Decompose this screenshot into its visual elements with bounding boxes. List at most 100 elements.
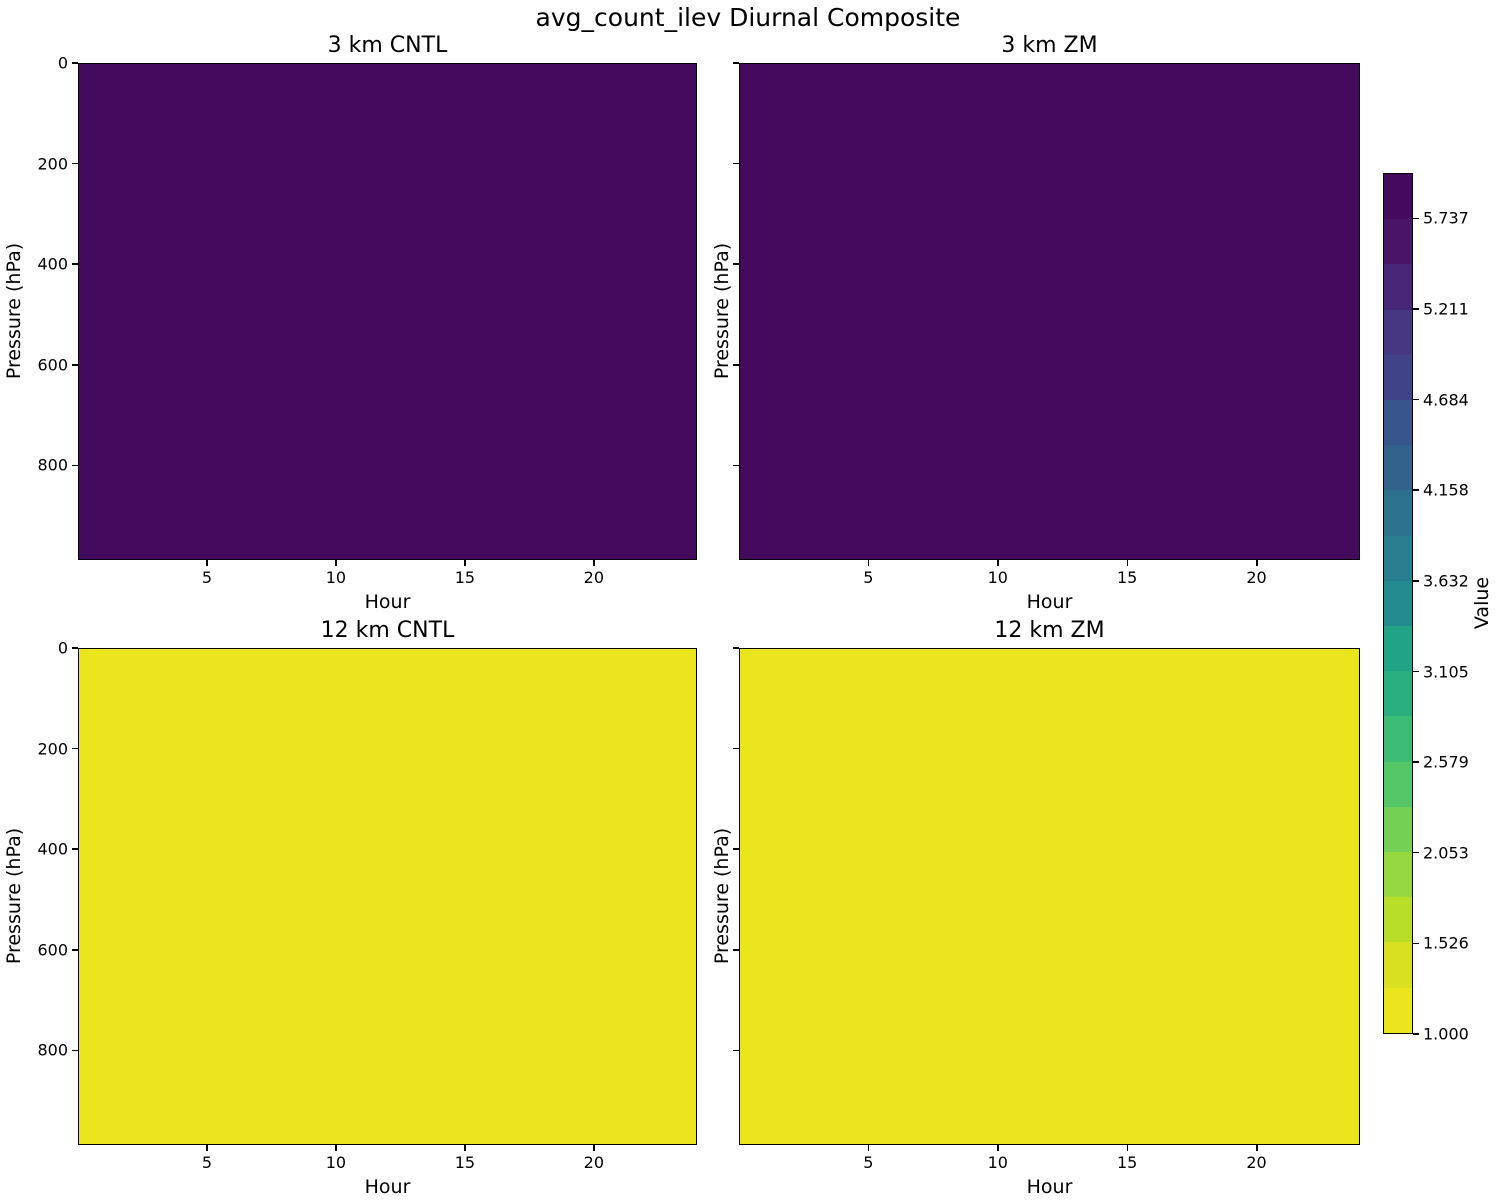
x-tick-label: 10 [987, 568, 1008, 587]
colorbar-band [1384, 219, 1412, 265]
y-tick-mark [72, 364, 78, 366]
x-axis-label-12km-cntl: Hour [364, 1176, 411, 1198]
colorbar-band [1384, 626, 1412, 672]
y-axis-label-12km-cntl: Pressure (hPa) [3, 827, 25, 965]
colorbar-band [1384, 716, 1412, 762]
colorbar-tick-mark [1413, 670, 1419, 673]
colorbar-tick-mark [1413, 761, 1419, 763]
colorbar-band [1384, 354, 1412, 401]
x-tick-mark [206, 560, 208, 566]
x-tick-label: 15 [454, 1153, 476, 1172]
y-tick-label: 600 [37, 355, 68, 375]
y-tick-mark [72, 647, 78, 649]
y-tick-mark [733, 263, 739, 265]
y-axis-label-12km-zm: Pressure (hPa) [711, 827, 733, 965]
y-tick-mark [733, 747, 739, 750]
colorbar-tick-label: 1.526 [1423, 933, 1469, 953]
colorbar-tick-label: 4.684 [1423, 390, 1469, 410]
x-tick-label: 5 [863, 1153, 874, 1172]
y-tick-label: 400 [37, 839, 68, 859]
colorbar-tick-mark [1413, 489, 1419, 491]
y-tick-mark [72, 949, 78, 951]
x-tick-mark [997, 560, 999, 566]
panel-title-12km-cntl: 12 km CNTL [320, 618, 455, 643]
y-axis-label-3km-cntl: Pressure (hPa) [3, 242, 25, 380]
x-tick-label: 10 [325, 1153, 347, 1172]
y-tick-mark [72, 62, 78, 64]
x-tick-label: 20 [583, 568, 605, 587]
x-axis-label-12km-zm: Hour [1026, 1176, 1073, 1198]
colorbar-tick-label: 2.579 [1423, 752, 1469, 772]
y-tick-mark [733, 949, 739, 951]
x-tick-label: 10 [325, 568, 347, 587]
colorbar-band [1384, 806, 1412, 853]
x-tick-mark [1126, 1145, 1129, 1151]
colorbar-tick-mark [1413, 217, 1419, 220]
x-tick-label: 15 [454, 568, 476, 587]
heatmap-3km-cntl [78, 63, 697, 560]
x-axis-label-3km-zm: Hour [1026, 591, 1073, 613]
colorbar [1383, 173, 1413, 1034]
colorbar-band [1384, 400, 1412, 446]
heatmap-3km-zm [739, 63, 1360, 560]
colorbar-band [1384, 580, 1412, 627]
colorbar-tick-mark [1413, 308, 1419, 310]
y-tick-mark [72, 1049, 78, 1052]
x-tick-label: 20 [1246, 568, 1267, 587]
colorbar-band [1384, 309, 1412, 355]
colorbar-tick-label: 3.632 [1423, 571, 1469, 591]
heatmap-12km-cntl [78, 648, 697, 1145]
colorbar-band [1384, 671, 1412, 717]
colorbar-label: Value [1471, 576, 1493, 630]
y-tick-mark [72, 263, 78, 265]
panel-title-12km-zm: 12 km ZM [994, 618, 1105, 643]
x-tick-label: 20 [583, 1153, 605, 1172]
colorbar-tick-label: 5.211 [1423, 299, 1469, 319]
panel-title-3km-cntl: 3 km CNTL [327, 33, 448, 58]
y-tick-mark [72, 162, 78, 165]
x-tick-label: 5 [863, 568, 874, 587]
colorbar-band [1384, 897, 1412, 943]
y-tick-label: 0 [57, 53, 68, 73]
colorbar-band [1384, 490, 1412, 536]
colorbar-tick-mark [1413, 851, 1419, 854]
x-tick-mark [1256, 1145, 1258, 1151]
colorbar-band [1384, 445, 1412, 491]
colorbar-band [1384, 264, 1412, 310]
colorbar-band [1384, 761, 1412, 807]
x-tick-mark [593, 560, 595, 566]
y-tick-label: 800 [37, 455, 68, 475]
figure-title: avg_count_ilev Diurnal Composite [535, 3, 961, 32]
x-tick-label: 20 [1246, 1153, 1267, 1172]
y-tick-mark [733, 62, 739, 64]
y-axis-label-3km-zm: Pressure (hPa) [711, 242, 733, 380]
x-tick-mark [335, 560, 337, 566]
x-tick-mark [464, 1145, 466, 1151]
colorbar-tick-mark [1413, 942, 1419, 945]
colorbar-tick-mark [1413, 580, 1419, 582]
heatmap-12km-zm [739, 648, 1360, 1145]
y-tick-mark [733, 364, 739, 366]
colorbar-band [1384, 987, 1412, 1033]
x-tick-mark [867, 1145, 870, 1151]
y-tick-label: 400 [37, 254, 68, 274]
x-axis-label-3km-cntl: Hour [364, 591, 411, 613]
x-tick-mark [464, 560, 466, 566]
y-tick-mark [733, 162, 739, 165]
colorbar-tick-mark [1413, 1033, 1419, 1035]
x-tick-mark [997, 1145, 999, 1151]
y-tick-mark [72, 848, 78, 850]
x-tick-label: 10 [987, 1153, 1008, 1172]
x-tick-label: 5 [201, 568, 213, 587]
colorbar-tick-label: 4.158 [1423, 480, 1469, 500]
x-tick-mark [593, 1145, 595, 1151]
y-tick-mark [733, 464, 739, 467]
x-tick-mark [206, 1145, 208, 1151]
x-tick-label: 5 [201, 1153, 213, 1172]
colorbar-band [1384, 942, 1412, 988]
colorbar-band [1384, 535, 1412, 581]
y-tick-label: 200 [37, 739, 68, 759]
y-tick-mark [72, 464, 78, 467]
x-tick-mark [1126, 560, 1129, 566]
